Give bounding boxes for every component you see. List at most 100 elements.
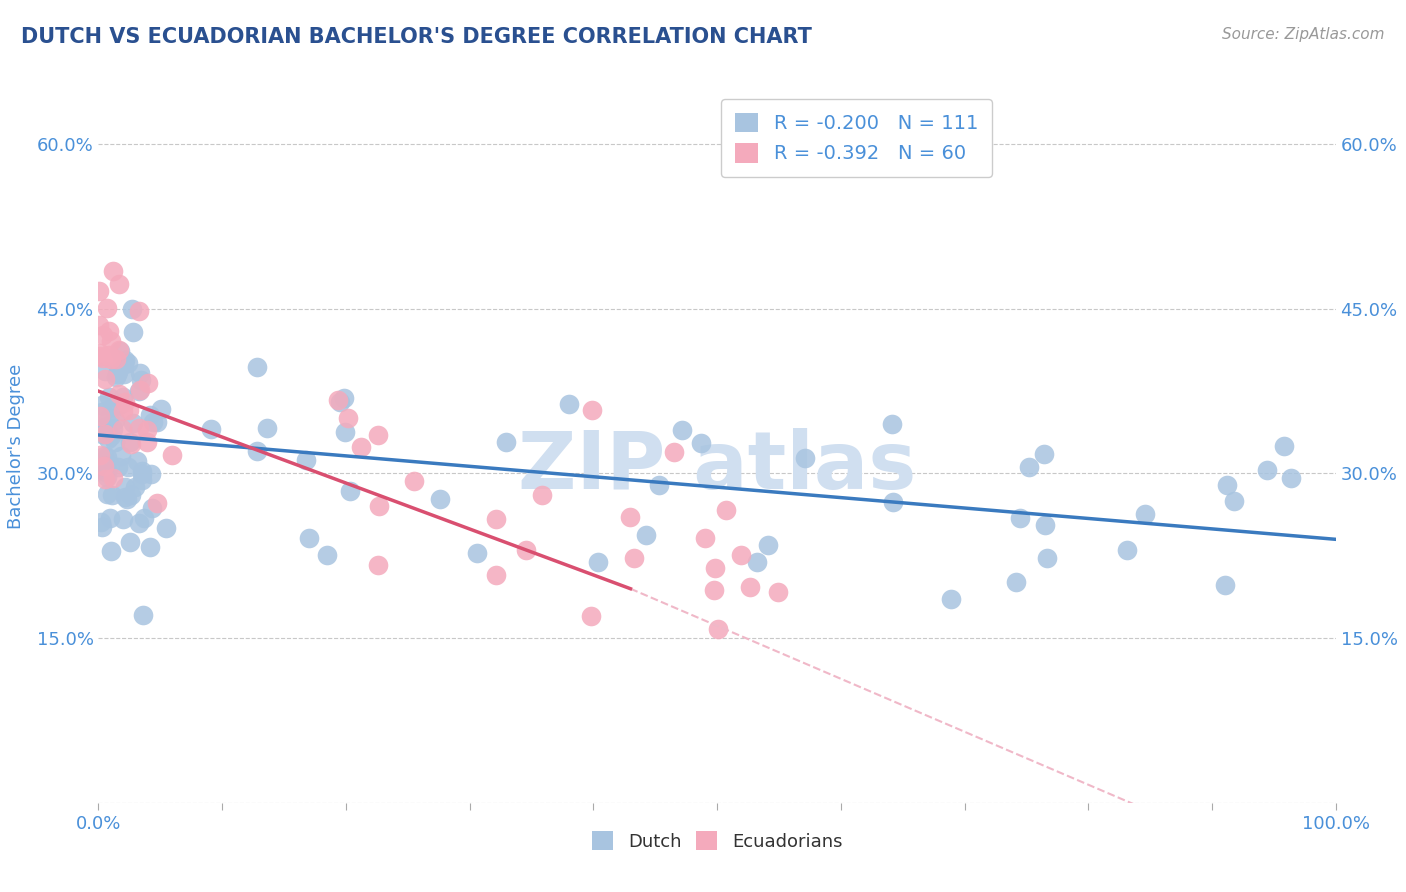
Point [246,360,269,375]
Point [794,451,817,466]
Point [89,462,111,476]
Point [703,560,725,574]
Point [141,501,163,516]
Point [108,343,131,357]
Text: DUTCH VS ECUADORIAN BACHELOR'S DEGREE CORRELATION CHART: DUTCH VS ECUADORIAN BACHELOR'S DEGREE CO… [21,27,813,46]
Point [495,434,517,449]
Point [101,488,124,502]
Point [367,499,389,513]
Point [93,458,115,473]
Point [115,491,138,506]
Point [105,352,128,367]
Point [87,318,110,333]
Text: ZIP atlas: ZIP atlas [517,428,917,507]
Point [756,539,779,553]
Point [97,432,120,446]
Point [98,458,121,472]
Point [118,434,141,449]
Point [91,399,114,413]
Point [107,398,129,412]
Point [104,434,127,449]
Point [117,460,139,475]
Point [122,325,145,339]
Point [1005,575,1028,590]
Point [89,345,111,359]
Point [100,429,122,443]
Point [100,334,122,349]
Point [402,474,425,488]
Point [129,372,152,386]
Point [132,511,155,525]
Point [97,426,120,441]
Point [124,480,146,494]
Point [118,534,141,549]
Point [1035,550,1057,565]
Point [515,543,537,558]
Point [484,567,506,582]
Point [100,351,122,366]
Point [1279,471,1302,485]
Point [94,466,117,480]
Point [131,464,153,478]
Point [114,491,136,505]
Point [142,415,165,429]
Point [298,531,321,545]
Point [139,408,162,422]
Point [467,546,489,560]
Point [125,454,148,468]
Point [108,387,131,401]
Point [337,411,360,425]
Point [103,422,125,436]
Point [740,580,762,594]
Legend: Dutch, Ecuadorians: Dutch, Ecuadorians [585,824,849,858]
Point [294,452,316,467]
Point [1032,447,1054,461]
Point [107,365,129,379]
Point [138,376,160,390]
Point [1256,463,1278,477]
Point [128,384,150,399]
Point [96,462,118,476]
Point [121,416,143,430]
Point [1213,578,1236,592]
Point [256,420,278,434]
Point [89,409,111,424]
Point [111,356,134,370]
Point [91,351,114,365]
Point [132,608,155,623]
Point [703,583,725,598]
Point [1216,477,1239,491]
Point [90,515,112,529]
Point [129,366,152,380]
Point [103,471,125,485]
Point [121,301,143,316]
Point [98,390,121,404]
Point [128,421,150,435]
Point [128,516,150,530]
Point [145,416,167,430]
Point [623,551,645,566]
Point [111,422,134,436]
Point [485,511,508,525]
Point [146,496,169,510]
Point [98,411,121,425]
Point [1033,518,1056,533]
Point [101,264,124,278]
Point [110,450,132,464]
Point [96,301,118,315]
Point [89,284,111,298]
Point [112,357,135,371]
Point [329,395,352,409]
Point [581,403,603,417]
Point [619,510,641,524]
Point [96,470,118,484]
Point [120,436,142,450]
Point [114,480,136,494]
Point [93,371,115,385]
Point [91,427,114,442]
Point [349,440,371,454]
Point [326,392,349,407]
Point [117,356,139,370]
Point [693,531,716,545]
Point [882,495,904,509]
